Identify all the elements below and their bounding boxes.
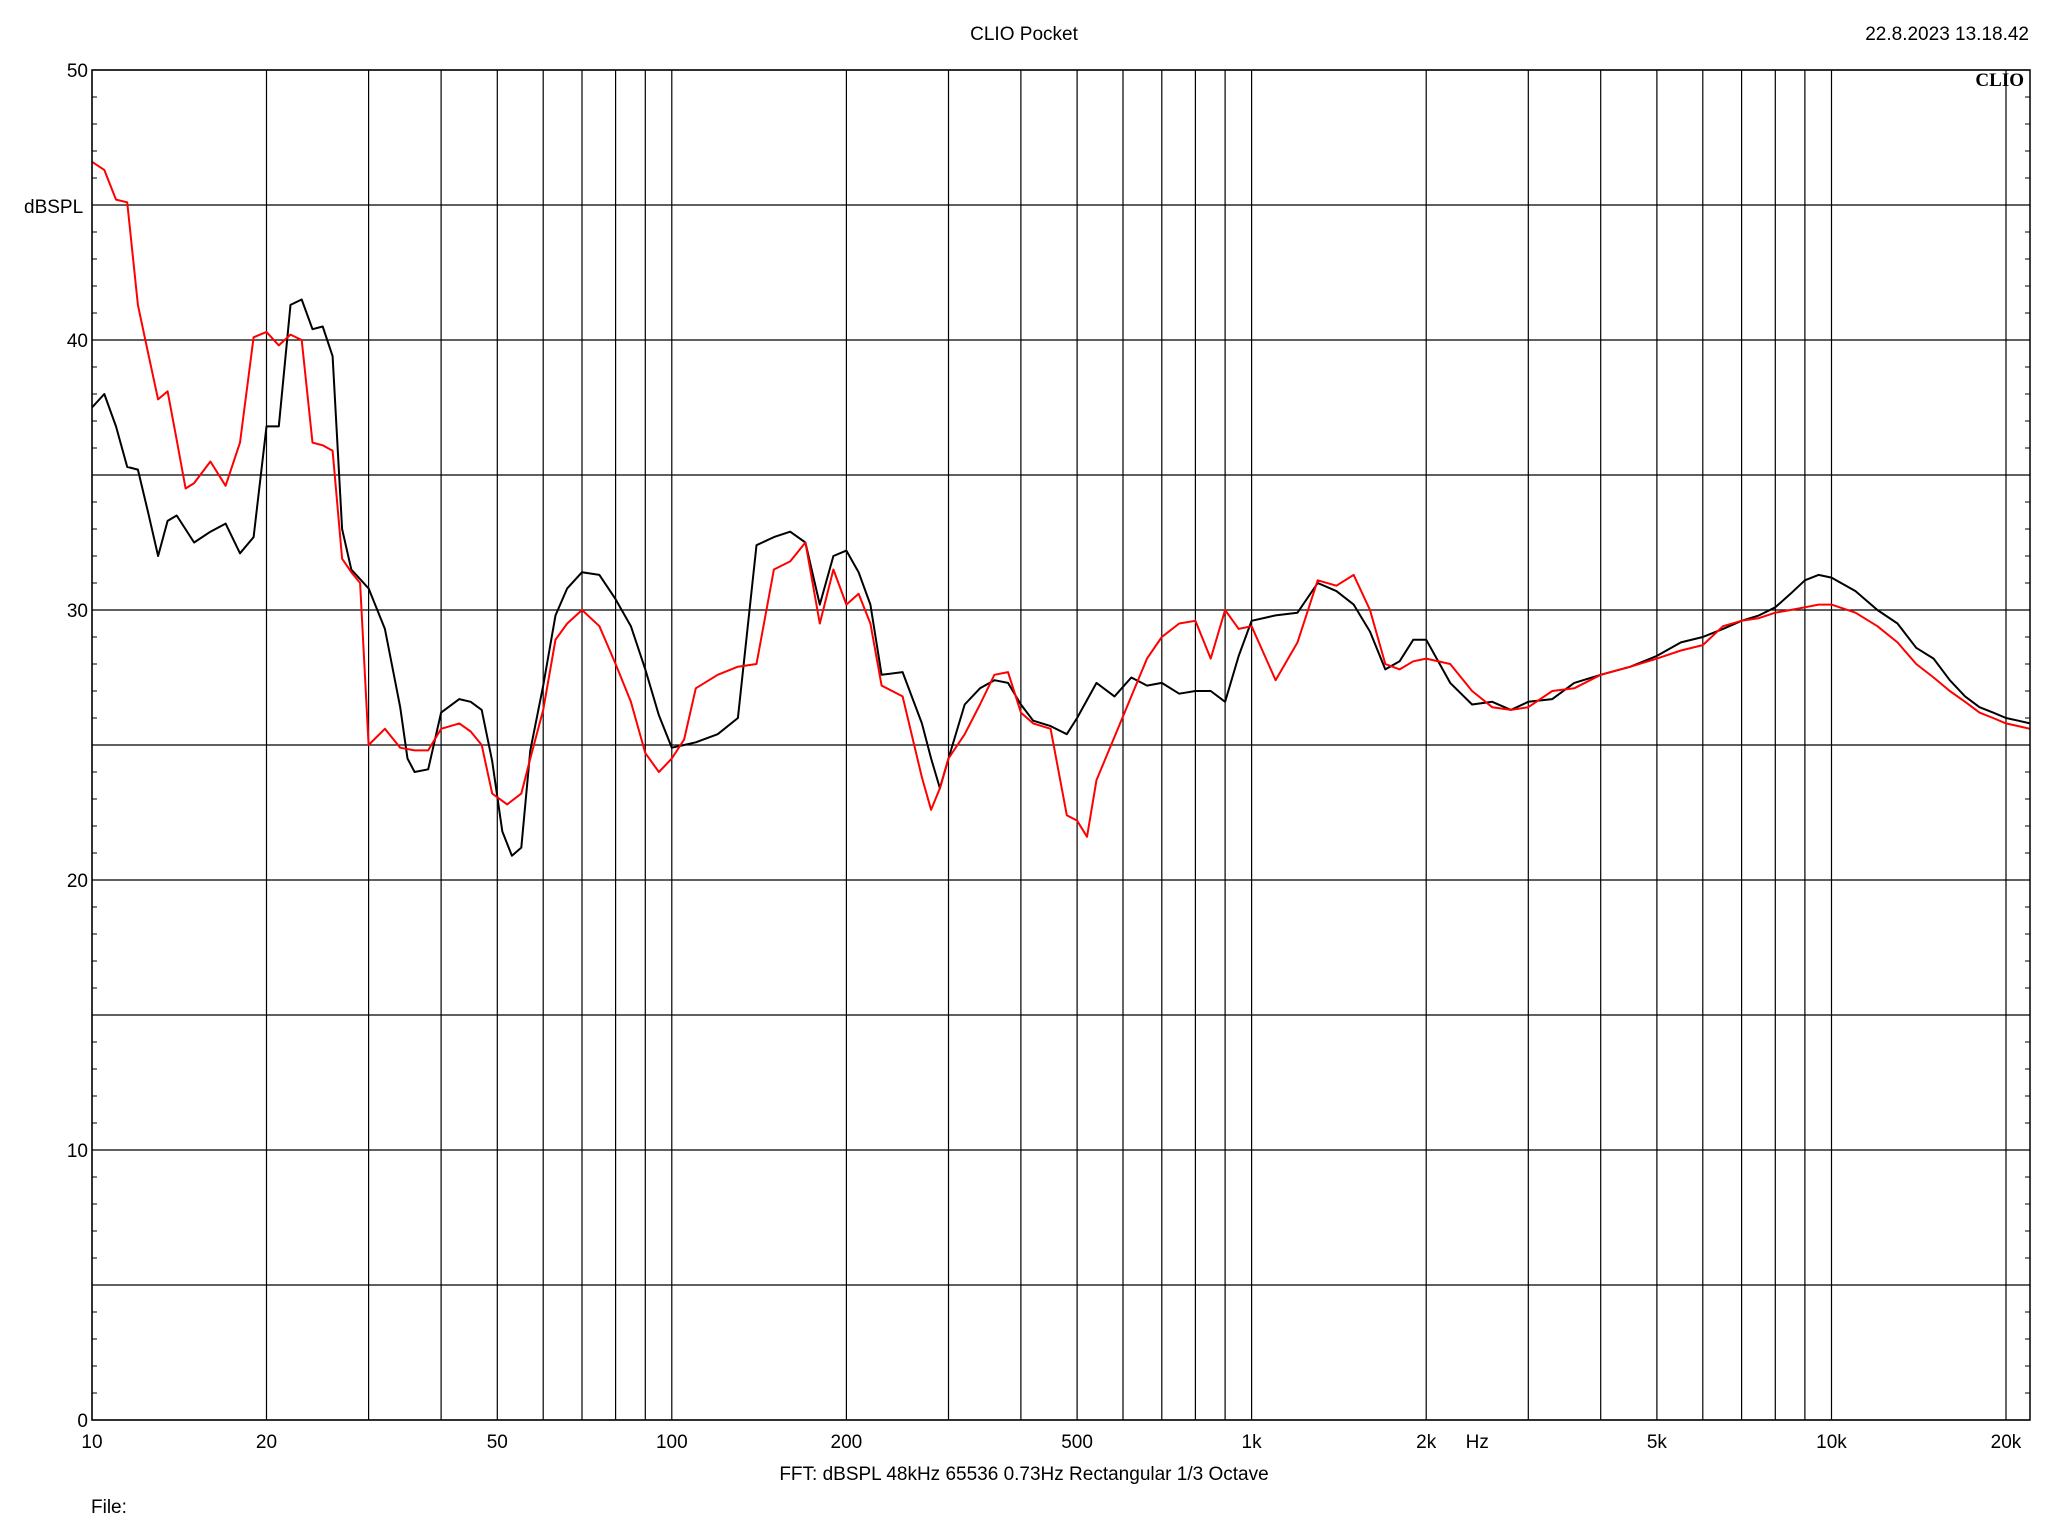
y-tick-label: 50	[67, 61, 88, 82]
y-tick-label: 10	[67, 1141, 88, 1162]
x-tick-label: 20	[256, 1432, 277, 1453]
series-line-black	[91, 298, 2031, 857]
y-tick-label: 40	[67, 331, 88, 352]
x-tick-label: 1k	[1242, 1432, 1263, 1453]
x-tick-label: 500	[1061, 1432, 1093, 1453]
axes-layer: 10 20 50 100 200 500 1k 2k 5k 10k 20k01020304050Hz…	[24, 61, 2031, 1453]
series-line-red	[91, 160, 2031, 838]
x-tick-label: 100	[656, 1432, 688, 1453]
plot-frame	[91, 69, 2031, 1421]
y-tick-label: 30	[67, 601, 88, 622]
x-axis-label: Hz	[1466, 1432, 1489, 1453]
x-tick-label: 10	[81, 1432, 102, 1453]
y-tick-label: 0	[77, 1411, 88, 1432]
y-tick-label: 20	[67, 871, 88, 892]
x-tick-label: 20k	[1991, 1432, 2022, 1453]
x-tick-label: 200	[831, 1432, 863, 1453]
file-label: File:	[91, 1497, 127, 1518]
x-tick-label: 5k	[1647, 1432, 1668, 1453]
grid-lines	[91, 69, 2030, 1421]
chart-title: CLIO Pocket	[970, 24, 1078, 45]
clio-logo: CLIO	[1975, 70, 2024, 91]
series-layer	[91, 160, 2031, 857]
measurement-info: FFT: dBSPL 48kHz 65536 0.73Hz Rectangula…	[779, 1464, 1269, 1485]
x-tick-label: 10k	[1816, 1432, 1847, 1453]
x-tick-label: 2k	[1416, 1432, 1437, 1453]
y-axis-label: dBSPL	[24, 197, 83, 218]
x-tick-label: 50	[487, 1432, 508, 1453]
timestamp: 22.8.2023 13.18.42	[1865, 24, 2029, 45]
